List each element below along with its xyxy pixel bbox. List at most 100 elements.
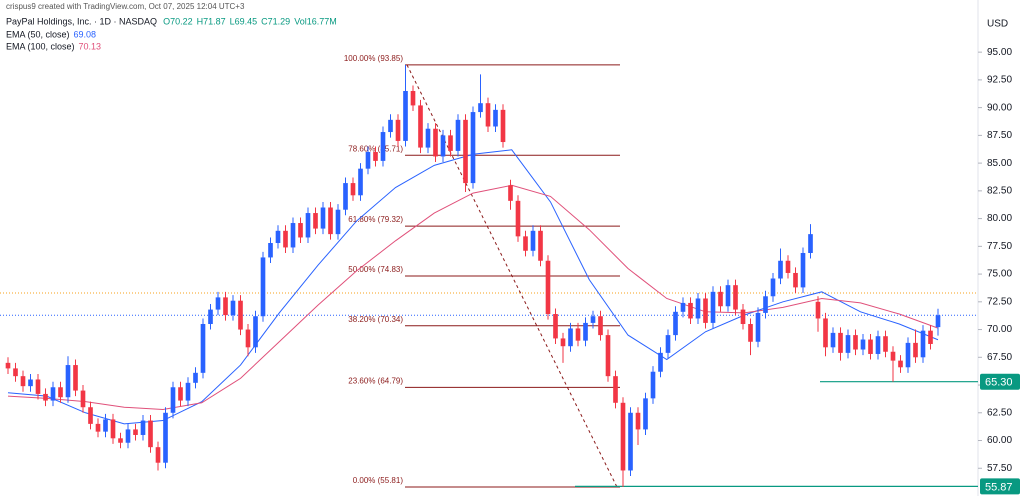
candle-body	[403, 90, 408, 141]
candle-body	[590, 316, 596, 323]
candle-body	[838, 332, 843, 353]
candle-body	[568, 328, 573, 347]
candle-body	[313, 213, 318, 229]
y-tick-label: 60.00	[987, 435, 1012, 446]
legend-name: EMA (100, close)	[6, 41, 75, 51]
fib-label: 0.00% (55.81)	[353, 476, 404, 485]
candle-body	[763, 296, 768, 313]
candle-body	[140, 420, 146, 435]
candle-body	[88, 407, 93, 424]
candle-body	[215, 297, 221, 310]
candle-body	[193, 372, 198, 383]
candle-body	[808, 234, 813, 253]
candle-body	[643, 398, 648, 430]
candle-body	[845, 335, 851, 353]
candle-body	[508, 185, 513, 201]
candle-body	[463, 119, 468, 184]
fib-label: 50.00% (74.83)	[348, 265, 403, 274]
candle-body	[73, 365, 78, 391]
candle-body	[373, 152, 378, 161]
candle-body	[410, 90, 416, 106]
candle-body	[433, 128, 438, 157]
candle-body	[178, 387, 183, 401]
candle-body	[223, 297, 228, 316]
ohlc-label: H71.87	[197, 16, 226, 26]
candle-body	[830, 332, 836, 348]
candle-body	[298, 223, 303, 238]
ohlc-label: O70.22	[163, 16, 193, 26]
candle-body	[125, 429, 131, 443]
fib-label: 38.20% (70.34)	[348, 315, 403, 324]
candle-body	[583, 322, 588, 341]
candle-body	[43, 393, 48, 401]
candle-body	[485, 103, 491, 127]
candle-body	[605, 335, 611, 377]
candle-body	[343, 183, 348, 210]
y-tick-label: 92.50	[987, 75, 1012, 86]
candle-body	[350, 183, 356, 196]
candle-body	[320, 207, 326, 229]
candle-body	[50, 387, 56, 401]
candle-body	[418, 105, 423, 148]
candle-body	[613, 376, 618, 403]
y-tick-label: 70.00	[987, 324, 1012, 335]
candle-body	[695, 298, 701, 319]
ohlc-label: C71.29	[261, 16, 290, 26]
candle-body	[148, 420, 153, 448]
candle-body	[785, 260, 791, 273]
candle-body	[200, 324, 206, 373]
y-tick-label: 95.00	[987, 47, 1012, 58]
candle-body	[898, 360, 903, 368]
candle-body	[185, 382, 191, 401]
price-badge-label: 65.30	[985, 377, 1013, 389]
y-tick-label: 87.50	[987, 130, 1012, 141]
candle-body	[133, 429, 138, 435]
candle-body	[395, 119, 401, 141]
candle-body	[905, 342, 911, 368]
y-tick-label: 72.50	[987, 296, 1012, 307]
candle-body	[493, 109, 498, 127]
legend-value: 69.08	[74, 29, 97, 39]
candle-body	[28, 379, 33, 387]
candle-body	[253, 316, 258, 348]
candle-body	[545, 260, 551, 315]
candle-body	[380, 132, 386, 161]
candle-body	[230, 300, 236, 316]
candle-body	[710, 291, 716, 323]
y-tick-label: 82.50	[987, 185, 1012, 196]
candle-body	[530, 230, 536, 251]
price-badge	[980, 478, 1020, 495]
candle-body	[575, 328, 581, 341]
candle-body	[853, 335, 858, 350]
candle-body	[515, 200, 521, 237]
candle-body	[860, 339, 866, 350]
candle-body	[755, 312, 761, 342]
fib-label: 61.80% (79.32)	[348, 215, 403, 224]
candle-body	[425, 128, 431, 148]
candle-body	[650, 371, 656, 399]
candle-body	[245, 329, 251, 348]
price-badge-label: 55.87	[985, 481, 1013, 493]
candle-body	[800, 252, 806, 288]
candle-body	[553, 314, 558, 339]
candle-body	[538, 230, 543, 261]
candle-body	[928, 330, 933, 344]
candle-body	[883, 336, 888, 352]
candle-body	[920, 330, 926, 358]
candle-body	[20, 376, 26, 387]
candle-body	[305, 213, 311, 238]
candle-body	[890, 351, 896, 361]
candle-body	[283, 230, 288, 248]
candle-body	[673, 311, 678, 336]
y-tick-label: 62.50	[987, 407, 1012, 418]
candle-body	[103, 419, 108, 432]
candle-body	[913, 342, 918, 358]
candle-body	[155, 447, 161, 463]
y-tick-label: 77.50	[987, 241, 1012, 252]
candle-body	[80, 390, 86, 408]
candle-body	[335, 209, 341, 235]
ema-line	[7, 149, 939, 425]
candle-body	[440, 135, 446, 157]
candle-body	[268, 243, 273, 258]
